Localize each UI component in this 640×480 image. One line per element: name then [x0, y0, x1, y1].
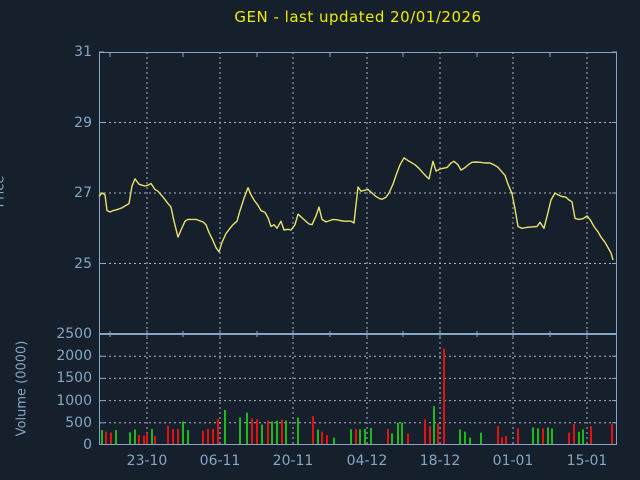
x-tick-label: 01-01	[492, 453, 534, 469]
volume-bar	[578, 431, 580, 444]
volume-bar	[433, 406, 435, 444]
volume-tick-label: 1000	[56, 392, 92, 409]
volume-bar	[359, 429, 361, 444]
volume-bar	[480, 432, 482, 444]
volume-bar	[129, 432, 131, 444]
volume-bar	[101, 430, 103, 444]
volume-bar	[537, 428, 539, 444]
volume-bar	[138, 435, 140, 444]
volume-bar	[321, 431, 323, 444]
volume-bar	[532, 427, 534, 444]
volume-bar	[251, 418, 253, 444]
price-tick-label: 31	[74, 44, 92, 60]
volume-bar	[387, 429, 389, 444]
chart-title: GEN - last updated 20/01/2026	[234, 8, 482, 26]
volume-bar	[547, 427, 549, 444]
volume-bar	[464, 431, 466, 444]
volume-bar	[469, 437, 471, 444]
x-tick-label: 06-11	[199, 453, 241, 469]
volume-bar	[167, 425, 169, 444]
volume-bar	[177, 429, 179, 444]
price-line	[98, 157, 614, 261]
volume-bar	[590, 426, 592, 444]
volume-bar	[115, 430, 117, 444]
volume-bar	[276, 420, 278, 444]
volume-bar	[551, 428, 553, 444]
x-tick-label: 04-12	[346, 453, 388, 469]
volume-bar	[172, 429, 174, 444]
volume-bar	[182, 421, 184, 444]
volume-panel	[99, 334, 617, 445]
volume-tick-label: 1500	[56, 370, 92, 387]
volume-bar	[397, 422, 399, 444]
price-tick-label: 27	[74, 185, 92, 201]
volume-bar	[267, 420, 269, 444]
volume-bar	[326, 435, 328, 444]
volume-bar	[281, 419, 283, 444]
volume-bar	[391, 433, 393, 444]
volume-bar	[187, 430, 189, 444]
volume-bar	[256, 419, 258, 444]
volume-bar	[501, 437, 503, 444]
volume-bar	[143, 435, 145, 444]
volume-bar	[297, 417, 299, 444]
volume-bar	[239, 417, 241, 444]
volume-bar	[497, 426, 499, 444]
volume-bar	[611, 424, 613, 444]
volume-bar	[364, 429, 366, 444]
volume-bar	[542, 428, 544, 444]
volume-bar	[261, 424, 263, 444]
x-tick-label: 23-10	[126, 453, 168, 469]
x-tick-label: 20-11	[272, 453, 314, 469]
volume-bar	[573, 424, 575, 444]
volume-bar	[459, 429, 461, 444]
volume-bar	[134, 429, 136, 444]
volume-tick-label: 0	[83, 437, 92, 453]
volume-bar	[517, 428, 519, 444]
volume-bar	[568, 432, 570, 444]
volume-bar	[146, 433, 148, 444]
volume-bar	[424, 419, 426, 444]
volume-bar	[271, 421, 273, 444]
volume-tick-label: 2500	[56, 326, 92, 342]
volume-tick-label: 500	[65, 414, 92, 431]
volume-bar	[317, 429, 319, 444]
volume-bar	[217, 419, 219, 444]
volume-bar	[224, 409, 226, 444]
volume-bar	[207, 429, 209, 444]
volume-bar	[350, 429, 352, 444]
volume-bar	[333, 437, 335, 444]
volume-bar	[285, 420, 287, 444]
volume-bar	[429, 426, 431, 444]
volume-bar	[437, 423, 439, 444]
volume-bar	[212, 429, 214, 444]
volume-bar	[355, 429, 357, 444]
volume-bar	[401, 422, 403, 444]
price-tick-label: 29	[74, 114, 92, 131]
volume-bar	[443, 348, 445, 444]
volume-bar	[154, 436, 156, 444]
volume-tick-label: 2000	[56, 348, 92, 365]
x-tick-label: 15-01	[566, 453, 608, 469]
volume-bar	[370, 427, 372, 444]
volume-bar	[582, 429, 584, 444]
volume-bar	[505, 436, 507, 444]
volume-bar	[151, 429, 153, 444]
volume-bar	[407, 433, 409, 444]
price-tick-label: 25	[74, 255, 92, 272]
x-tick-label: 18-12	[419, 453, 461, 469]
volume-bar	[246, 412, 248, 444]
volume-bar	[202, 430, 204, 444]
volume-bar	[312, 416, 314, 444]
volume-bar	[110, 432, 112, 444]
volume-bar	[105, 431, 107, 444]
